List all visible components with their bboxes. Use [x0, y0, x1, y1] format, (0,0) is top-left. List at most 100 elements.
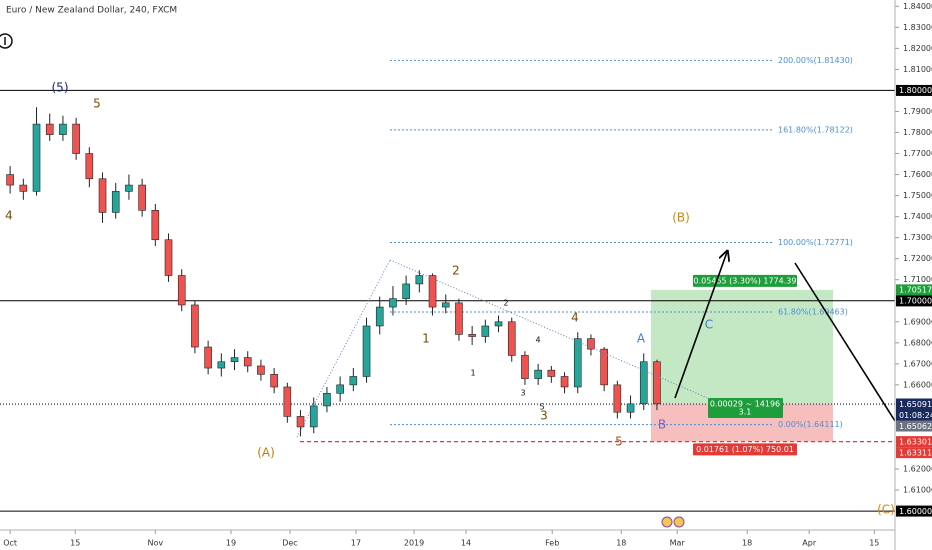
wave-label: C	[705, 318, 713, 332]
event-icon[interactable]	[673, 516, 685, 528]
fib-label: 61.80%(1.69463)	[778, 308, 848, 317]
background-layer	[0, 59, 895, 512]
price-badge	[896, 398, 932, 410]
candle-body	[230, 357, 239, 363]
candle-body	[547, 369, 556, 377]
y-tick-label: 1.72000	[903, 254, 932, 263]
price-badge	[896, 295, 932, 307]
trend-line	[296, 259, 391, 438]
fib-label: 0.00%(1.64111)	[778, 420, 843, 429]
y-tick-label: 1.74000	[903, 212, 932, 221]
y-tick-label: 1.62000	[903, 465, 932, 474]
candle-body	[653, 361, 661, 405]
y-tick-label: 1.76000	[903, 170, 932, 179]
y-tick-label: 1.68000	[903, 338, 932, 347]
candle-body	[72, 123, 80, 154]
wave-label: 1	[422, 332, 430, 346]
candle-body	[626, 403, 635, 413]
wave-label: 2	[503, 299, 508, 308]
candle-body	[32, 123, 41, 192]
candle-body	[6, 174, 14, 186]
x-tick-label: 14	[461, 539, 471, 548]
y-tick-label: 1.69000	[903, 317, 932, 326]
event-icon[interactable]	[661, 516, 673, 528]
candle-body	[402, 283, 410, 299]
fib-label: 100.00%(1.72771)	[778, 238, 853, 247]
y-tick-label: 1.84000	[903, 2, 932, 11]
x-tick-label: Apr	[802, 539, 817, 548]
candle-body	[587, 338, 595, 350]
price-badge	[896, 436, 932, 448]
candle-body	[428, 275, 437, 308]
wave-label: 5	[615, 435, 623, 449]
candle-body	[600, 348, 608, 386]
price-badge	[896, 447, 932, 459]
price-badge	[896, 505, 932, 517]
y-tick-label: 1.77000	[903, 149, 932, 158]
candle-body	[415, 275, 424, 285]
price-badge	[896, 84, 932, 96]
ratio-label: 3.1	[739, 408, 752, 417]
price-badge-label: 1.60000	[899, 507, 932, 516]
candle-body	[362, 325, 371, 377]
wave-label: (B)	[672, 211, 690, 225]
y-tick-label: 1.79000	[903, 107, 932, 116]
candle-body	[59, 123, 67, 135]
wave-label: 5	[93, 97, 101, 111]
projection-line	[794, 262, 896, 422]
x-tick-label: 2019	[404, 539, 424, 548]
candle-body	[191, 304, 199, 348]
price-badge-label: 1.63301	[899, 437, 932, 446]
candle-body	[204, 346, 212, 369]
candle-body	[125, 184, 133, 192]
wave-label: 1	[470, 369, 475, 378]
candle-body	[270, 374, 278, 388]
candle-body	[217, 361, 226, 369]
wave-label: 4	[5, 209, 13, 223]
wave-label: 5	[539, 403, 544, 412]
candle-body	[85, 153, 94, 180]
indicator-icon[interactable]	[0, 33, 13, 49]
candle-body	[481, 325, 490, 337]
foreground-layer: 1.84000 1.83000 1.82000 1.81000 1.79000 1.780…	[3, 2, 932, 548]
wave-label: A	[637, 332, 646, 346]
candle-body	[309, 405, 318, 428]
x-tick-label: 17	[351, 539, 361, 548]
candle-body	[639, 361, 648, 405]
price-badge-label: 1.80000	[899, 86, 932, 95]
x-tick-label: Nov	[148, 539, 164, 548]
wave-label: 3	[520, 389, 525, 398]
candle-body	[573, 338, 582, 388]
candle-body	[19, 184, 28, 192]
y-tick-label: 1.83000	[903, 23, 932, 32]
wave-label: 4	[535, 336, 540, 345]
y-tick-label: 1.81000	[903, 65, 932, 74]
price-badge	[896, 420, 932, 432]
candle-body	[441, 302, 450, 308]
candle-body	[323, 392, 331, 407]
y-tick-label: 1.66000	[903, 380, 932, 389]
countdown: 01:08:24	[899, 411, 932, 420]
wave-label: (A)	[257, 446, 275, 460]
candle-body	[257, 365, 265, 375]
stop-label-box	[693, 443, 797, 456]
entry-label-box	[708, 398, 783, 419]
candle-body	[138, 184, 146, 211]
entry-label: 0.00029 ~ 14196	[710, 400, 780, 409]
projection-arrow	[674, 252, 727, 399]
price-badge-label: 1.63311	[899, 448, 932, 457]
x-tick-label: 15	[70, 539, 80, 548]
candle-body	[521, 355, 529, 379]
x-tick-label: 15	[869, 539, 879, 548]
candle-body	[507, 321, 516, 356]
y-tick-label: 1.61000	[903, 486, 932, 495]
candle-body	[349, 376, 358, 386]
candle-body	[296, 416, 305, 428]
candle-body	[389, 298, 397, 308]
countdown-badge	[896, 409, 932, 421]
target-label: 0.05455 (3.30%) 1774.39	[694, 276, 797, 285]
price-badge-label: 1.65091	[899, 400, 932, 409]
wave-label: 3	[540, 409, 548, 423]
candle-body	[494, 321, 503, 327]
